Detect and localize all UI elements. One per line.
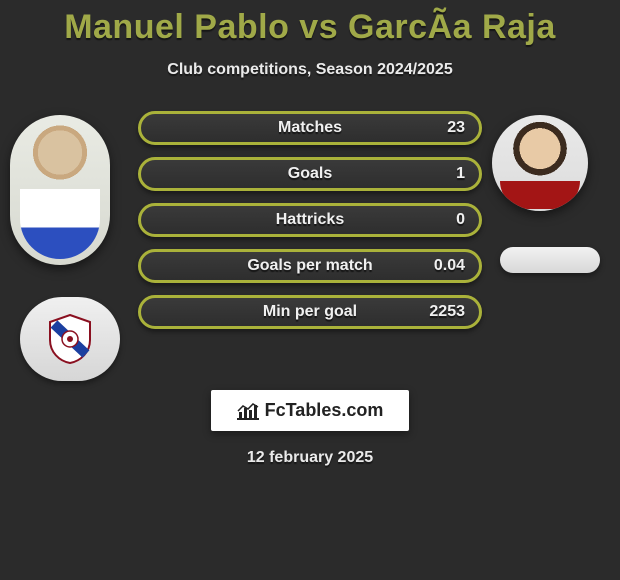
comparison-panel: Matches 23 Goals 1 Hattricks 0 Goals per… bbox=[0, 111, 620, 411]
stat-row-hattricks: Hattricks 0 bbox=[138, 203, 482, 237]
stat-right-value: 2253 bbox=[429, 303, 465, 321]
stat-label: Goals bbox=[288, 165, 332, 183]
subtitle: Club competitions, Season 2024/2025 bbox=[0, 61, 620, 79]
stat-row-goals-per-match: Goals per match 0.04 bbox=[138, 249, 482, 283]
brand-badge[interactable]: FcTables.com bbox=[211, 390, 410, 431]
stat-right-value: 23 bbox=[447, 119, 465, 137]
stat-label: Hattricks bbox=[276, 211, 344, 229]
player-right-avatar bbox=[492, 115, 588, 211]
stats-list: Matches 23 Goals 1 Hattricks 0 Goals per… bbox=[138, 111, 482, 341]
brand-text: FcTables.com bbox=[265, 400, 384, 421]
player-right-club-placeholder bbox=[500, 247, 600, 273]
stat-right-value: 1 bbox=[456, 165, 465, 183]
stat-row-min-per-goal: Min per goal 2253 bbox=[138, 295, 482, 329]
stat-right-value: 0 bbox=[456, 211, 465, 229]
player-left-club-badge bbox=[20, 297, 120, 381]
generated-date: 12 february 2025 bbox=[0, 449, 620, 467]
stat-label: Matches bbox=[278, 119, 342, 137]
deportivo-shield-icon bbox=[48, 314, 92, 364]
chart-icon bbox=[237, 402, 259, 420]
stat-row-goals: Goals 1 bbox=[138, 157, 482, 191]
stat-label: Goals per match bbox=[247, 257, 372, 275]
stat-right-value: 0.04 bbox=[434, 257, 465, 275]
stat-label: Min per goal bbox=[263, 303, 357, 321]
player-left-avatar bbox=[10, 115, 110, 265]
stat-row-matches: Matches 23 bbox=[138, 111, 482, 145]
footer: FcTables.com 12 february 2025 bbox=[0, 390, 620, 467]
page-title: Manuel Pablo vs GarcÃ­a Raja bbox=[0, 0, 620, 47]
